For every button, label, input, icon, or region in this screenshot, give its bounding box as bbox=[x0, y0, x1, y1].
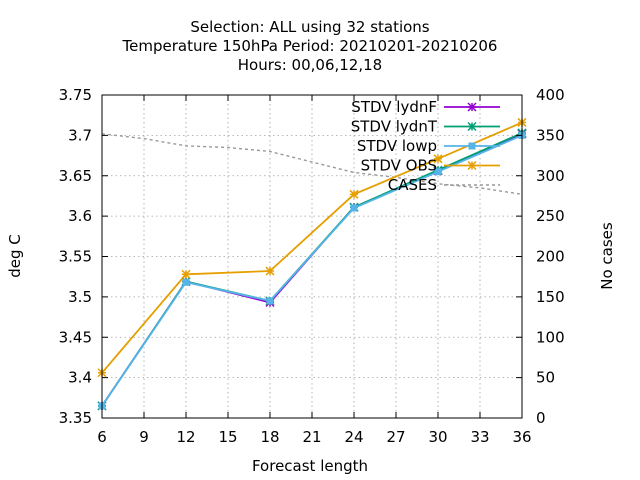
legend-label-stdv-obs: STDV OBS bbox=[361, 157, 437, 175]
legend-label-stdv-lydnt: STDV lydnT bbox=[351, 118, 438, 136]
data-point-stdv-obs bbox=[265, 266, 275, 276]
x-tick-label: 24 bbox=[344, 428, 363, 446]
y2-tick-label: 0 bbox=[536, 409, 546, 427]
x-tick-label: 15 bbox=[218, 428, 237, 446]
y-axis-ticks: 3.35 3.4 3.45 3.5 3.55 3.6 3.65 3.7 3.75 bbox=[59, 86, 108, 427]
chart-title: Selection: ALL using 32 stations Tempera… bbox=[122, 18, 498, 74]
y-tick-label: 3.6 bbox=[68, 207, 92, 225]
data-point-stdv-lowp bbox=[434, 168, 442, 176]
y2-axis-ticks: 0 50 100 150 200 250 300 350 400 bbox=[516, 86, 565, 427]
y-tick-label: 3.55 bbox=[59, 248, 92, 266]
series-line-stdv-obs bbox=[101, 121, 523, 374]
data-point-stdv-obs bbox=[181, 269, 191, 279]
data-point-stdv-obs bbox=[433, 154, 443, 164]
x-tick-label: 6 bbox=[97, 428, 107, 446]
x-axis-label: Forecast length bbox=[252, 457, 368, 475]
chart-title-line-1: Selection: ALL using 32 stations bbox=[190, 18, 429, 36]
y-tick-label: 3.5 bbox=[68, 288, 92, 306]
y-tick-label: 3.65 bbox=[59, 167, 92, 185]
grid bbox=[101, 94, 523, 419]
legend-label-cases: CASES bbox=[388, 176, 437, 194]
y2-tick-label: 400 bbox=[536, 86, 565, 104]
y2-tick-label: 150 bbox=[536, 288, 565, 306]
data-point-stdv-lowp bbox=[266, 297, 274, 305]
y2-axis-label: No cases bbox=[598, 222, 616, 290]
legend-label-stdv-lowp: STDV lowp bbox=[357, 137, 437, 155]
y2-tick-label: 200 bbox=[536, 248, 565, 266]
y-tick-label: 3.75 bbox=[59, 86, 92, 104]
x-tick-label: 33 bbox=[470, 428, 489, 446]
y2-tick-label: 50 bbox=[536, 369, 555, 387]
legend-marker-stdv-obs bbox=[467, 160, 477, 171]
y2-tick-label: 300 bbox=[536, 167, 565, 185]
y2-tick-label: 350 bbox=[536, 126, 565, 144]
x-tick-label: 18 bbox=[260, 428, 279, 446]
data-point-stdv-lowp bbox=[350, 204, 358, 212]
y-tick-label: 3.45 bbox=[59, 328, 92, 346]
x-tick-label: 27 bbox=[386, 428, 405, 446]
x-tick-label: 12 bbox=[176, 428, 195, 446]
data-point-stdv-lowp bbox=[182, 278, 190, 286]
legend-label-stdv-lydnf: STDV lydnF bbox=[351, 98, 437, 116]
y-tick-label: 3.35 bbox=[59, 409, 92, 427]
y2-tick-label: 100 bbox=[536, 328, 565, 346]
legend-marker-stdv-lydnt bbox=[467, 121, 477, 132]
y2-tick-label: 250 bbox=[536, 207, 565, 225]
y-axis-label: deg C bbox=[6, 234, 24, 278]
x-tick-label: 36 bbox=[512, 428, 531, 446]
series-line-stdv-lydnt bbox=[101, 132, 523, 407]
x-tick-label: 9 bbox=[139, 428, 149, 446]
data-point-stdv-obs bbox=[349, 189, 359, 199]
x-tick-label: 21 bbox=[302, 428, 321, 446]
y-tick-label: 3.4 bbox=[68, 369, 92, 387]
chart-title-line-3: Hours: 00,06,12,18 bbox=[238, 56, 382, 74]
x-tick-label: 30 bbox=[428, 428, 447, 446]
chart-title-line-2: Temperature 150hPa Period: 20210201-2021… bbox=[122, 37, 498, 55]
legend-marker-stdv-lydnf bbox=[467, 102, 477, 112]
y-tick-label: 3.7 bbox=[68, 126, 92, 144]
legend-marker-stdv-lowp bbox=[468, 142, 476, 150]
x-axis-ticks: 6 9 12 15 18 21 24 27 30 33 36 bbox=[97, 95, 532, 446]
